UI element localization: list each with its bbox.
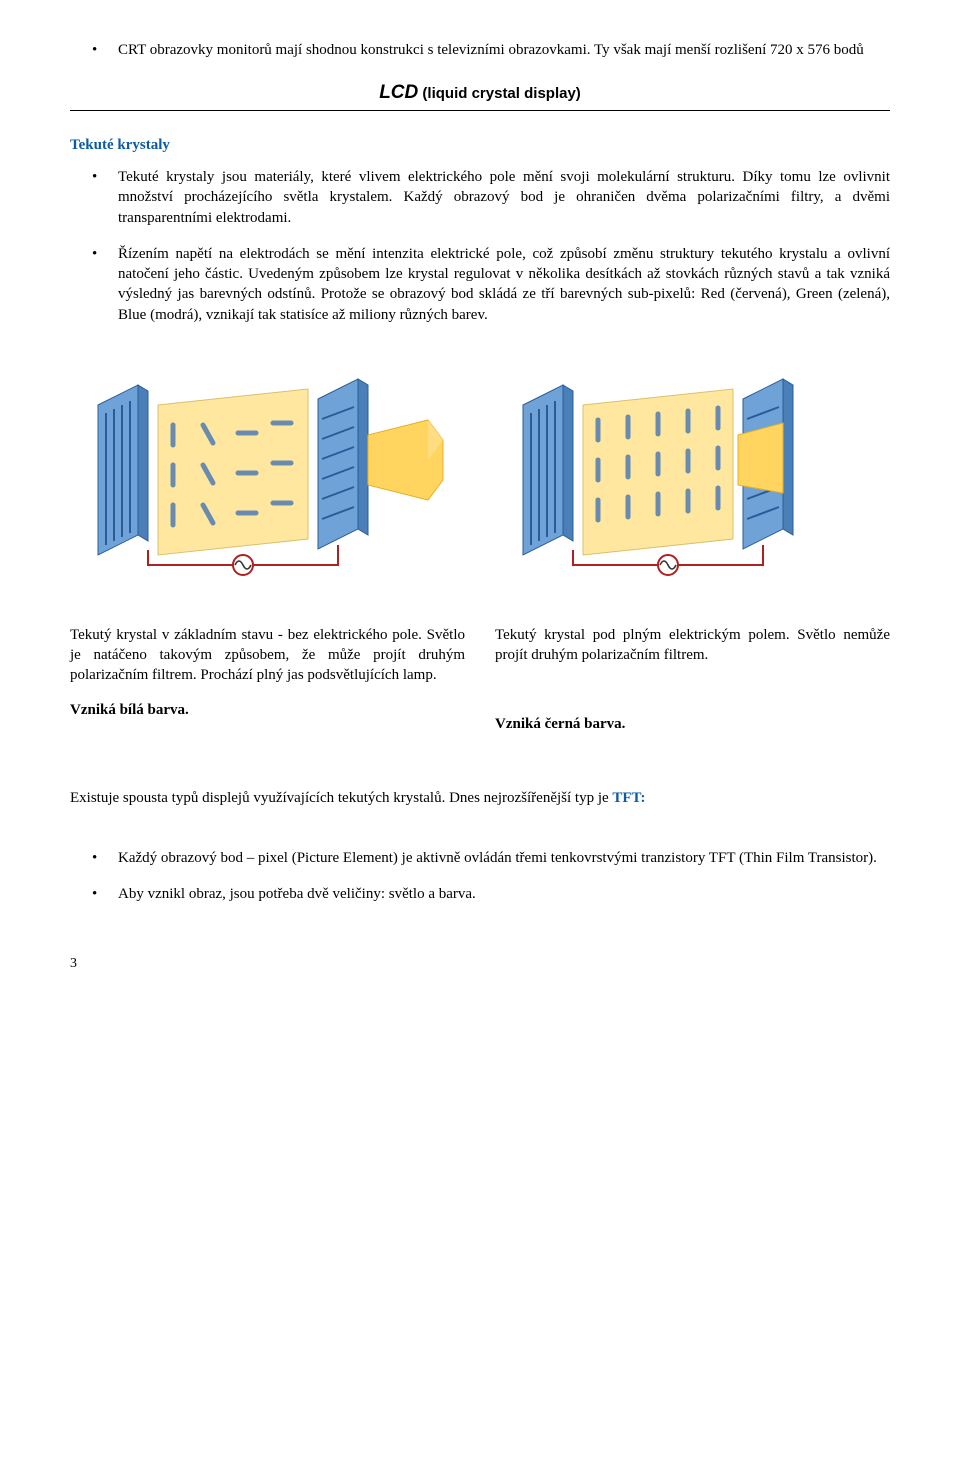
subheading: Tekuté krystaly — [70, 135, 890, 155]
caption-right-text: Tekutý krystal pod plným elektrickým pol… — [495, 625, 890, 666]
figure-right: .p-face { fill:#6fa3d8; stroke:#2a5c9a; … — [495, 365, 890, 585]
tft-list: Každý obrazový bod – pixel (Picture Elem… — [70, 848, 890, 905]
caption-left-text: Tekutý krystal v základním stavu - bez e… — [70, 625, 465, 686]
front-polarizer — [98, 385, 148, 555]
figure-left: .p-face { fill:#6fa3d8; stroke:#2a5c9a; … — [70, 365, 465, 585]
crystal-layer — [583, 389, 733, 555]
section-heading: LCD (liquid crystal display) — [70, 80, 890, 106]
light-beam-blocked — [738, 423, 783, 493]
light-beam — [368, 420, 443, 500]
figure-row: .p-face { fill:#6fa3d8; stroke:#2a5c9a; … — [70, 365, 890, 585]
section-title: LCD — [379, 82, 418, 103]
tft-bullet-2: Aby vznikl obraz, jsou potřeba dvě velič… — [70, 884, 890, 904]
crystal-layer — [158, 389, 308, 555]
caption-right: Tekutý krystal pod plným elektrickým pol… — [495, 625, 890, 748]
section-rule — [70, 110, 890, 111]
section-subtitle: (liquid crystal display) — [422, 85, 580, 102]
lcd-off-diagram: .p-face { fill:#6fa3d8; stroke:#2a5c9a; … — [88, 365, 448, 585]
caption-right-bold: Vzniká černá barva. — [495, 714, 890, 734]
lcd-list: Tekuté krystaly jsou materiály, které vl… — [70, 167, 890, 325]
tft-bullet-1: Každý obrazový bod – pixel (Picture Elem… — [70, 848, 890, 868]
intro-list: CRT obrazovky monitorů mají shodnou kons… — [70, 40, 890, 60]
front-polarizer — [523, 385, 573, 555]
caption-left-bold: Vzniká bílá barva. — [70, 700, 465, 720]
tft-sentence-text: Existuje spousta typů displejů využívají… — [70, 790, 612, 806]
tft-link: TFT: — [612, 790, 645, 806]
intro-bullet: CRT obrazovky monitorů mají shodnou kons… — [70, 40, 890, 60]
back-polarizer — [318, 379, 368, 549]
lcd-bullet-1: Tekuté krystaly jsou materiály, které vl… — [70, 167, 890, 228]
tft-sentence: Existuje spousta typů displejů využívají… — [70, 788, 890, 808]
lcd-on-diagram: .p-face { fill:#6fa3d8; stroke:#2a5c9a; … — [513, 365, 873, 585]
caption-row: Tekutý krystal v základním stavu - bez e… — [70, 625, 890, 748]
page-number: 3 — [70, 955, 890, 974]
lcd-bullet-2: Řízením napětí na elektrodách se mění in… — [70, 244, 890, 325]
caption-left: Tekutý krystal v základním stavu - bez e… — [70, 625, 465, 748]
